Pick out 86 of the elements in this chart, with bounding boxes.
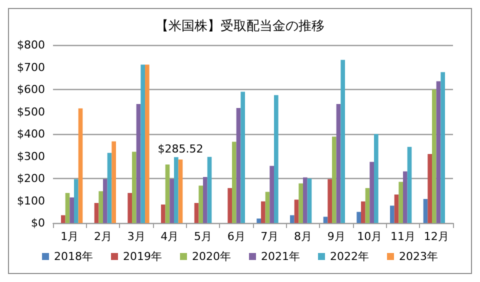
bar [112, 141, 116, 223]
y-tick-label: $300 [17, 150, 45, 163]
bar [98, 191, 103, 223]
bar [232, 142, 236, 223]
y-tick-label: $100 [17, 194, 45, 208]
x-tick-label: 10月 [357, 230, 382, 243]
bar [340, 60, 345, 223]
bar [423, 198, 428, 223]
bar [265, 192, 270, 223]
bar [128, 192, 132, 223]
x-tick-label: 5月 [194, 230, 212, 243]
bar [207, 156, 212, 223]
data-label: $285.52 [158, 142, 204, 156]
y-tick-label: $600 [17, 83, 45, 96]
legend-label: 2023年 [398, 250, 438, 263]
legend-label: 2021年 [261, 250, 300, 263]
bar [203, 176, 208, 223]
bar [432, 90, 436, 223]
bar [132, 152, 136, 223]
legend-label: 2022年 [330, 250, 369, 263]
bar [440, 72, 445, 223]
bar [332, 136, 336, 223]
bar [198, 186, 203, 223]
bar [394, 194, 399, 223]
bar [436, 81, 441, 223]
y-tick-label: $400 [17, 128, 45, 140]
bar [236, 108, 241, 223]
bar [294, 200, 299, 223]
x-tick-label: 12月 [424, 230, 449, 243]
bar [136, 104, 141, 223]
bar [428, 154, 432, 223]
legend-label: 2019年 [123, 250, 162, 263]
x-tick-label: 6月 [227, 230, 246, 243]
y-tick-label: $800 [17, 38, 45, 52]
bar [107, 152, 112, 223]
y-tick-label: $0 [31, 216, 45, 230]
bar [178, 159, 183, 223]
bar [78, 108, 83, 223]
chart-title: 【米国株】受取配当金の推移 [156, 19, 324, 34]
legend-label: 2018年 [54, 250, 94, 263]
bar [140, 64, 145, 223]
x-tick-label: 4月 [160, 230, 179, 243]
x-tick-label: 7月 [260, 230, 279, 243]
bar [370, 162, 374, 223]
bar [61, 215, 66, 223]
bar [356, 212, 361, 223]
y-tick-label: $500 [17, 105, 45, 118]
bar [161, 204, 166, 223]
bar [240, 92, 245, 223]
bar [361, 201, 366, 223]
bar [365, 188, 370, 223]
bar [74, 179, 78, 223]
bar [174, 157, 178, 223]
bar [328, 179, 332, 223]
bar [261, 201, 266, 223]
bar [270, 166, 274, 223]
x-tick-label: 11月 [390, 230, 416, 243]
bar [70, 197, 74, 223]
bar [194, 202, 199, 223]
bar [145, 64, 150, 223]
bar [170, 178, 174, 223]
x-tick-label: 8月 [294, 230, 312, 243]
bar [94, 202, 99, 223]
bar [307, 178, 312, 223]
bar [374, 134, 378, 223]
bar [336, 104, 341, 223]
bar [65, 192, 70, 223]
bar [298, 183, 303, 223]
y-tick-label: $700 [17, 60, 45, 74]
bar [228, 188, 232, 223]
bar [398, 182, 403, 223]
x-tick-label: 2月 [94, 230, 112, 243]
bar [303, 177, 308, 223]
bar [403, 171, 408, 223]
bar [390, 206, 394, 223]
bar [290, 215, 294, 223]
x-tick-label: 9月 [327, 230, 346, 243]
x-tick-label: 1月 [60, 230, 79, 243]
bar [103, 178, 108, 223]
bar [165, 164, 170, 223]
bar [256, 218, 261, 223]
y-tick-label: $200 [17, 172, 45, 185]
bar [274, 95, 278, 223]
legend-label: 2020年 [192, 250, 232, 263]
bar [407, 146, 412, 223]
x-tick-label: 3月 [127, 230, 146, 243]
